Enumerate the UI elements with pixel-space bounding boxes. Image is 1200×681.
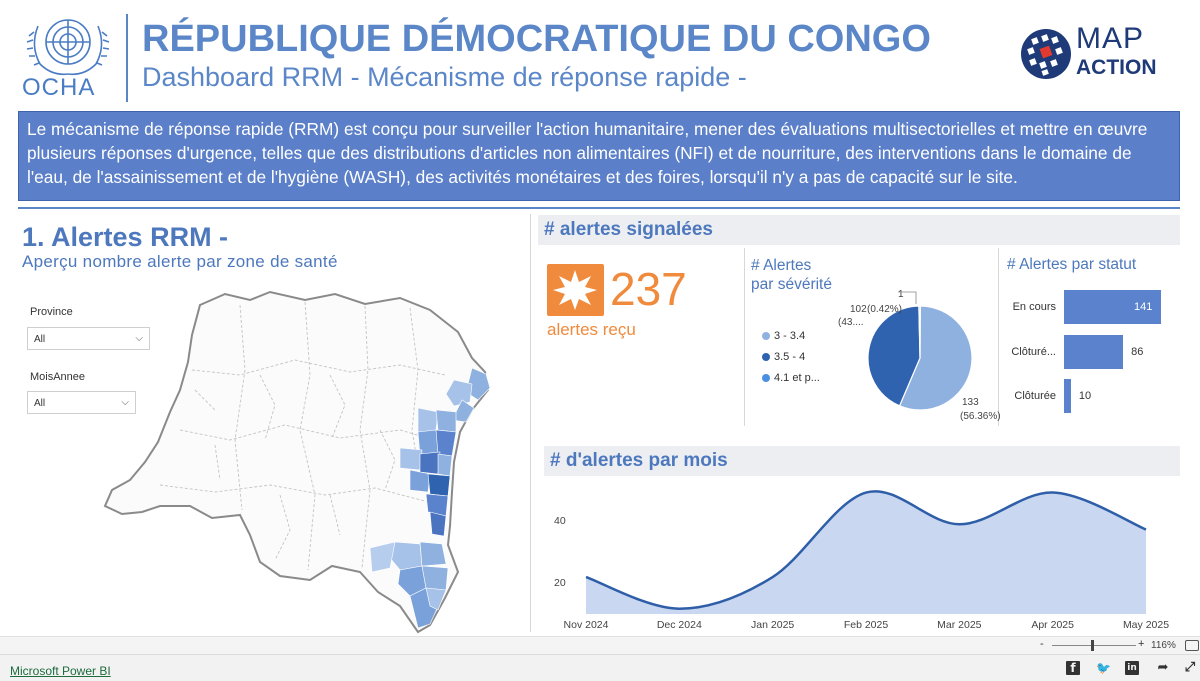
x-tick-label: May 2025 <box>1123 619 1169 631</box>
x-tick-label: Mar 2025 <box>937 619 982 631</box>
header-divider <box>126 14 128 102</box>
alerts-total-label: alertes reçu <box>547 320 636 339</box>
zoom-out-button[interactable]: - <box>1040 638 1044 650</box>
mapaction-line2: ACTION <box>1076 56 1157 79</box>
zoom-in-button[interactable]: + <box>1138 638 1145 650</box>
legend-swatch <box>762 374 770 382</box>
severity-pie-chart[interactable] <box>862 300 978 416</box>
month-select[interactable]: All ⌵ <box>27 391 136 414</box>
x-tick-label: Feb 2025 <box>844 619 889 631</box>
vertical-divider <box>530 214 531 632</box>
status-title: # Alertes par statut <box>1007 256 1137 273</box>
bar-value-label: 141 <box>1134 301 1153 313</box>
pie-leader-lines <box>898 291 917 304</box>
facebook-icon[interactable]: f <box>1066 661 1080 675</box>
legend-swatch <box>762 332 770 340</box>
pie-slice-3[interactable] <box>918 305 921 359</box>
legend-label: 4.1 et p... <box>774 372 820 384</box>
globe-icon <box>1021 29 1071 79</box>
chevron-down-icon: ⌵ <box>135 333 143 344</box>
twitter-icon[interactable]: 🐦 <box>1096 661 1111 675</box>
bar-category-label: Clôturé... <box>1011 346 1056 358</box>
panel-divider <box>744 248 745 426</box>
severity-title-line1: # Alertes <box>751 257 812 274</box>
share-icon[interactable]: ➦ <box>1157 660 1169 675</box>
y-tick-label: 40 <box>554 515 566 527</box>
month-filter-label: MoisAnnee <box>30 371 86 383</box>
series-line[interactable] <box>585 490 1147 610</box>
section-title: 1. Alertes RRM - <box>22 222 229 252</box>
legend-item[interactable]: 4.1 et p... <box>762 372 820 384</box>
legend-swatch <box>762 353 770 361</box>
pie-label-left-value: 102 <box>850 304 867 315</box>
province-select-value: All <box>34 334 46 345</box>
bar-category-label: Clôturée <box>1014 390 1056 402</box>
section-subtitle: Aperçu nombre alerte par zone de santé <box>22 252 338 271</box>
bar-value-label: 10 <box>1078 390 1092 402</box>
status-bar[interactable] <box>1064 379 1071 413</box>
drc-health-zone-map[interactable] <box>100 280 505 636</box>
mapaction-logo: MAP ACTION <box>1018 22 1168 86</box>
legend-item[interactable]: 3.5 - 4 <box>762 351 820 363</box>
pie-label-small-pct: (0.42%) <box>867 304 903 315</box>
zoom-bar: - + 116% <box>0 636 1200 654</box>
panel-divider <box>998 248 999 426</box>
monthly-panel-header: # d'alertes par mois <box>544 446 1180 476</box>
linkedin-icon[interactable]: in <box>1125 661 1139 675</box>
pie-label-right-value: 133 <box>962 397 979 408</box>
status-bar[interactable] <box>1064 335 1124 369</box>
severity-legend: 3 - 3.4 3.5 - 4 4.1 et p... <box>762 330 820 384</box>
y-tick-label: 20 <box>554 577 566 589</box>
pie-label-right-pct: (56.36%) <box>960 411 1001 422</box>
power-bi-link[interactable]: Microsoft Power BI <box>10 664 111 678</box>
mapaction-line1: MAP <box>1076 22 1145 55</box>
legend-item[interactable]: 3 - 3.4 <box>762 330 820 342</box>
province-select[interactable]: All ⌵ <box>27 327 150 350</box>
page-title: RÉPUBLIQUE DÉMOCRATIQUE DU CONGO <box>142 18 931 60</box>
monthly-area-chart[interactable]: Nov 2024 Dec 2024 Jan 2025 Feb 2025 Mar 2025… <box>540 478 1180 636</box>
page-subtitle: Dashboard RRM - Mécanisme de réponse rap… <box>142 62 747 92</box>
area-fill <box>586 491 1146 614</box>
x-tick-label: Nov 2024 <box>564 619 609 631</box>
section-rule <box>18 207 1180 209</box>
province-boundaries <box>159 301 453 571</box>
status-bar[interactable] <box>1064 290 1161 324</box>
x-tick-label: Jan 2025 <box>751 619 794 631</box>
pie-slice-1[interactable] <box>898 305 973 411</box>
zoom-level: 116% <box>1151 640 1176 651</box>
severity-title-line2: par sévérité <box>751 276 832 293</box>
pie-label-left-pct: (43.... <box>838 317 864 328</box>
legend-label: 3.5 - 4 <box>774 351 806 363</box>
un-emblem-icon <box>26 19 110 76</box>
month-select-value: All <box>34 398 46 409</box>
intro-text: Le mécanisme de réponse rapide (RRM) est… <box>18 111 1180 201</box>
fit-to-page-icon[interactable] <box>1185 640 1199 651</box>
province-filter-label: Province <box>30 306 73 318</box>
x-tick-label: Apr 2025 <box>1031 619 1074 631</box>
zoom-slider-track[interactable] <box>1052 645 1136 646</box>
footer-bar <box>0 654 1200 681</box>
pie-label-small-value: 1 <box>898 289 904 300</box>
severity-title: # Alertes par sévérité <box>751 256 832 294</box>
ocha-wordmark: OCHA <box>22 74 96 101</box>
alert-burst-icon <box>547 264 604 316</box>
pie-slice-2[interactable] <box>867 305 921 407</box>
alerts-total-value: 237 <box>610 263 687 315</box>
chevron-down-icon: ⌵ <box>121 397 129 408</box>
affected-health-zones <box>369 367 491 629</box>
x-tick-label: Dec 2024 <box>657 619 702 631</box>
zoom-slider-thumb[interactable] <box>1091 640 1094 651</box>
alerts-panel-header: # alertes signalées <box>538 215 1180 245</box>
legend-label: 3 - 3.4 <box>774 330 806 342</box>
bar-category-label: En cours <box>1012 301 1056 313</box>
fullscreen-icon[interactable]: ⤢ <box>1184 660 1196 675</box>
bar-value-label: 86 <box>1131 346 1144 358</box>
